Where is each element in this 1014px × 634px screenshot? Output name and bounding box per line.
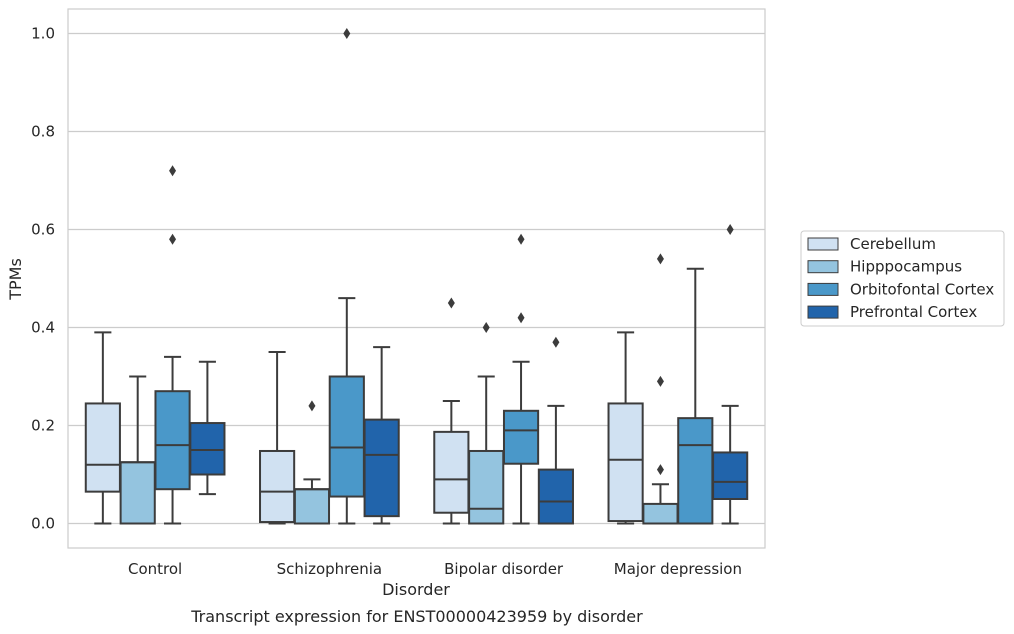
box-3-3	[712, 224, 749, 525]
iqr-box	[189, 422, 226, 476]
outlier-point	[552, 336, 560, 348]
iqr-box	[468, 449, 505, 525]
outlier-point	[169, 233, 177, 245]
y-tick-label: 0.6	[31, 221, 55, 239]
box-3-0	[607, 331, 644, 525]
iqr-box	[259, 449, 296, 524]
box-2-0	[433, 297, 470, 525]
y-axis-label: TPMs	[6, 258, 25, 301]
iqr-box	[363, 418, 400, 518]
iqr-box	[607, 402, 644, 523]
outlier-point	[308, 400, 316, 412]
x-tick-label: Control	[128, 560, 182, 578]
iqr-box	[119, 461, 156, 525]
box-2-3	[537, 336, 574, 525]
x-tick-label: Major depression	[614, 560, 742, 578]
iqr-box	[712, 451, 749, 501]
legend-frame	[800, 230, 1005, 327]
y-tick-label: 0.0	[31, 515, 55, 533]
box-1-3	[363, 346, 400, 525]
iqr-box	[537, 468, 574, 525]
legend-label: Prefrontal Cortex	[850, 303, 977, 321]
x-axis-label: Disorder	[382, 580, 450, 599]
box-1-2	[328, 28, 365, 525]
iqr-box	[154, 390, 191, 491]
x-tick-label: Bipolar disorder	[444, 560, 564, 578]
box-0-0	[84, 331, 121, 525]
box-0-2	[154, 165, 191, 525]
legend-swatch	[807, 237, 839, 251]
box-3-1	[642, 253, 679, 525]
legend-label: Cerebellum	[850, 235, 936, 253]
iqr-box	[84, 402, 121, 493]
outlier-point	[656, 375, 664, 387]
outlier-point	[482, 322, 490, 333]
iqr-box	[433, 430, 470, 514]
y-tick-label: 0.2	[31, 417, 55, 435]
x-tick-labels: Control Schizophrenia Bipolar disorder Majo…	[128, 560, 742, 578]
outlier-point	[447, 297, 455, 309]
box-0-3	[189, 360, 226, 496]
box-2-2	[502, 233, 540, 525]
y-tick-label: 0.4	[31, 319, 55, 337]
box-2-1	[468, 322, 505, 525]
box-3-2	[677, 267, 714, 525]
y-tick-label: 1.0	[31, 25, 55, 43]
iqr-box	[677, 417, 714, 525]
outlier-point	[656, 253, 664, 265]
outlier-point	[517, 312, 525, 324]
iqr-box	[502, 409, 540, 465]
box-1-1	[293, 400, 331, 525]
y-tick-labels: 0.0 0.2 0.4 0.6 0.8 1.0	[31, 25, 55, 533]
x-tick-label: Schizophrenia	[277, 560, 382, 578]
legend-label: Orbitofontal Cortex	[850, 280, 994, 298]
legend-swatch	[807, 260, 839, 274]
box-0-1	[119, 375, 156, 525]
plot-frame	[67, 8, 766, 549]
y-tick-label: 0.8	[31, 123, 55, 141]
legend: Cerebellum Hipppocampus Orbitofontal Corte…	[800, 230, 1005, 327]
outlier-point	[517, 233, 525, 245]
outlier-point	[343, 28, 351, 39]
legend-swatch	[807, 282, 839, 296]
box-1-0	[259, 351, 296, 525]
outlier-point	[726, 224, 734, 235]
outlier-point	[169, 165, 177, 177]
iqr-box	[293, 488, 331, 525]
iqr-box	[642, 502, 679, 525]
legend-label: Hipppocampus	[850, 258, 962, 276]
outlier-point	[656, 464, 664, 476]
chart-caption: Transcript expression for ENST0000042395…	[190, 607, 643, 626]
iqr-box	[328, 375, 365, 498]
legend-swatch	[807, 305, 839, 319]
boxes	[84, 28, 749, 525]
